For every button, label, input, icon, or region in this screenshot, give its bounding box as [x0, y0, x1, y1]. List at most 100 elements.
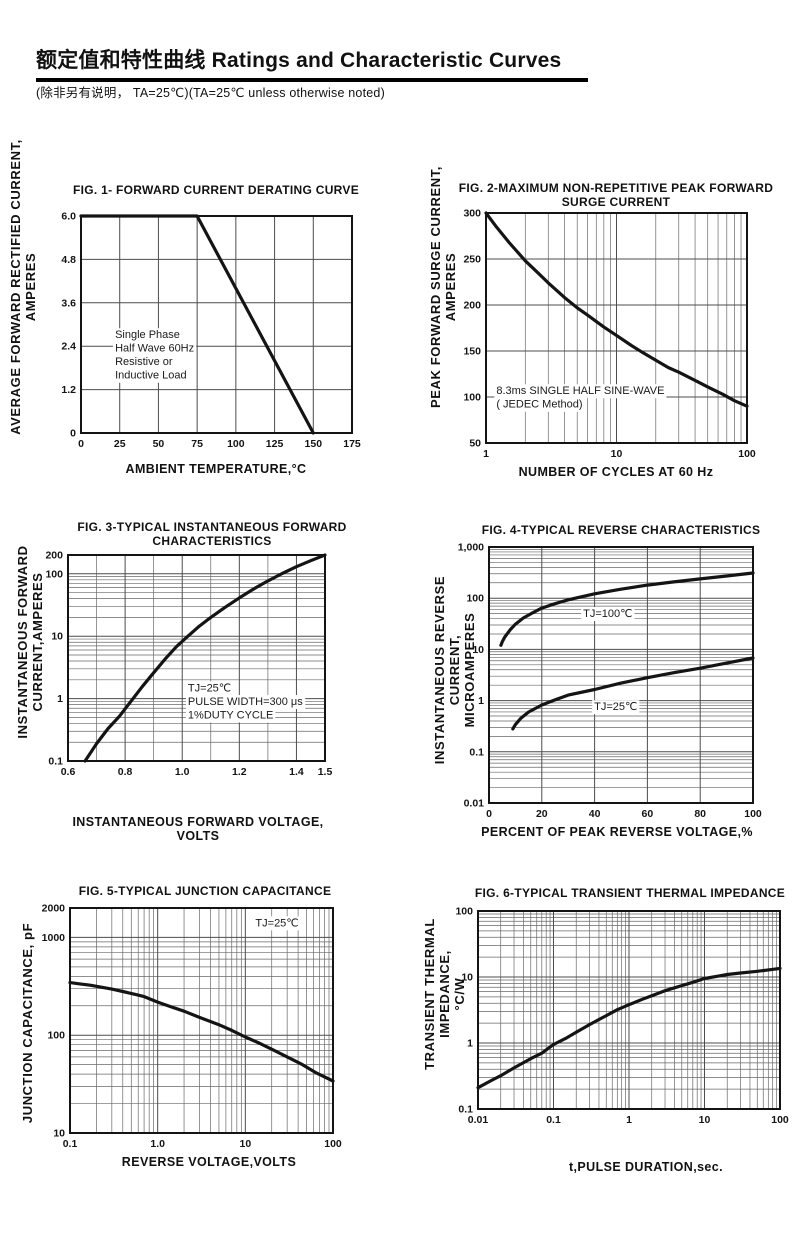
annotation-text: 8.3ms SINGLE HALF SINE-WAVE [496, 385, 664, 397]
figure-2-plot: 8.3ms SINGLE HALF SINE-WAVE ( JEDEC Metho… [463, 208, 756, 461]
figure-6-panel: FIG. 6-TYPICAL TRANSIENT THERMAL IMPEDAN… [400, 860, 800, 1190]
y-tick-label: 10 [53, 1128, 65, 1140]
y-tick-label: 10 [461, 972, 473, 984]
x-tick-label: 100 [738, 448, 756, 460]
y-tick-label: 1000 [42, 932, 66, 944]
x-tick-label: 10 [611, 448, 623, 460]
y-tick-label: 100 [466, 593, 484, 605]
y-tick-label: 1 [57, 693, 63, 705]
y-tick-label: 250 [463, 254, 481, 266]
y-tick-label: 300 [463, 208, 481, 220]
y-tick-label: 2.4 [61, 341, 76, 353]
x-tick-label: 175 [343, 438, 361, 450]
figure-2-title: FIG. 2-MAXIMUM NON-REPETITIVE PEAK FORWA… [458, 181, 774, 209]
y-tick-label: 2000 [42, 903, 66, 915]
plot-border [67, 554, 326, 762]
figure-4-plot: TJ=100℃ TJ=25℃ 0 20 40 60 80 100 1,000 100 10 1 0.1 0… [458, 542, 762, 821]
annotation-bg [494, 397, 585, 412]
x-tick-label: 100 [227, 438, 245, 450]
x-tick-label: 100 [744, 808, 762, 820]
annotation-bg [494, 384, 667, 399]
annotation-bg [113, 341, 197, 356]
y-tick-label: 3.6 [61, 297, 76, 309]
figure-5-title: FIG. 5-TYPICAL JUNCTION CAPACITANCE [78, 884, 332, 898]
curve-forward-current-derating [79, 214, 315, 435]
x-tick-label: 0.1 [63, 1138, 78, 1150]
x-tick-label: 0.1 [546, 1114, 561, 1126]
y-tick-label: 0.1 [458, 1104, 473, 1116]
figure-3-panel: FIG. 3-TYPICAL INSTANTANEOUS FORWARD CHA… [0, 515, 400, 845]
x-tick-label: 1.0 [175, 766, 190, 778]
figure-4-panel: FIG. 4-TYPICAL REVERSE CHARACTERISTICS I… [400, 515, 800, 845]
x-tick-label: 100 [771, 1114, 789, 1126]
annotation-text: PULSE WIDTH=300 μs [188, 696, 303, 708]
plot-border [485, 212, 748, 444]
y-tick-label: 10 [472, 644, 484, 656]
y-tick-label: 6.0 [61, 211, 76, 223]
x-tick-label: 0.6 [61, 766, 76, 778]
figure-6-title: FIG. 6-TYPICAL TRANSIENT THERMAL IMPEDAN… [474, 886, 786, 900]
annotation-bg [185, 694, 306, 709]
x-tick-label: 60 [642, 808, 654, 820]
page-subtitle: (除非另有说明， TA=25℃)(TA=25℃ unless otherwise… [36, 86, 385, 100]
y-tick-label: 100 [463, 392, 481, 404]
figure-4-x-axis-label: PERCENT OF PEAK REVERSE VOLTAGE,% [481, 825, 753, 839]
figure-6-x-axis-label: t,PULSE DURATION,sec. [568, 1160, 724, 1174]
x-tick-label: 150 [305, 438, 323, 450]
plot-border [488, 546, 754, 804]
figure-5-x-axis-label: REVERSE VOLTAGE,VOLTS [121, 1155, 297, 1169]
x-tick-label: 75 [191, 438, 203, 450]
curve-instantaneous-forward-current [83, 553, 327, 763]
y-tick-label: 0.1 [48, 756, 63, 768]
x-tick-label: 1.0 [150, 1138, 165, 1150]
x-tick-label: 0 [78, 438, 84, 450]
x-tick-label: 1.2 [232, 766, 247, 778]
annotation-bg [185, 681, 234, 696]
annotation-text: 1%DUTY CYCLE [188, 709, 273, 721]
annotation-bg [592, 700, 640, 715]
annotation-bg [581, 606, 635, 621]
figure-5-panel: FIG. 5-TYPICAL JUNCTION CAPACITANCE JUNC… [0, 860, 400, 1172]
annotation-text: Single Phase [115, 329, 180, 341]
annotation-text: ( JEDEC Method) [496, 399, 582, 411]
curve-TJ=100℃ [499, 571, 755, 647]
x-tick-label: 0.8 [118, 766, 133, 778]
plot-border [477, 910, 781, 1110]
curve-peak-surge-current [484, 211, 749, 408]
x-tick-label: 0 [486, 808, 492, 820]
figure-3-title: FIG. 3-TYPICAL INSTANTANEOUS FORWARD CHA… [77, 520, 347, 548]
annotation-bg [113, 368, 189, 383]
annotation-bg [113, 328, 182, 343]
y-tick-label: 4.8 [61, 254, 76, 266]
x-tick-label: 125 [266, 438, 284, 450]
x-tick-label: 1 [626, 1114, 632, 1126]
x-tick-label: 80 [694, 808, 706, 820]
y-tick-label: 100 [455, 906, 473, 918]
y-tick-label: 1.2 [61, 384, 76, 396]
x-tick-label: 20 [536, 808, 548, 820]
x-tick-label: 1 [483, 448, 489, 460]
x-tick-label: 1.5 [318, 766, 333, 778]
figure-5-plot: TJ=25℃ 0.1 1.0 10 100 2000 1000 100 10 [42, 903, 342, 1151]
y-tick-label: 1,000 [458, 542, 484, 554]
y-tick-label: 10 [51, 631, 63, 643]
annotation-text: Inductive Load [115, 370, 187, 382]
plot-border [69, 907, 334, 1134]
y-tick-label: 1 [478, 695, 484, 707]
figure-4-title: FIG. 4-TYPICAL REVERSE CHARACTERISTICS [481, 523, 761, 537]
annotation-text: TJ=25℃ [255, 917, 298, 929]
y-tick-label: 200 [45, 550, 63, 562]
y-tick-label: 0.01 [464, 798, 485, 810]
x-tick-label: 40 [589, 808, 601, 820]
annotation-text: TJ=25℃ [594, 701, 637, 713]
figure-1-panel: FIG. 1- FORWARD CURRENT DERATING CURVE A… [0, 139, 400, 485]
annotation-bg [253, 916, 301, 931]
y-tick-label: 100 [47, 1030, 65, 1042]
figure-2-panel: FIG. 2-MAXIMUM NON-REPETITIVE PEAK FORWA… [400, 166, 800, 485]
x-tick-label: 100 [324, 1138, 342, 1150]
x-tick-label: 10 [699, 1114, 711, 1126]
